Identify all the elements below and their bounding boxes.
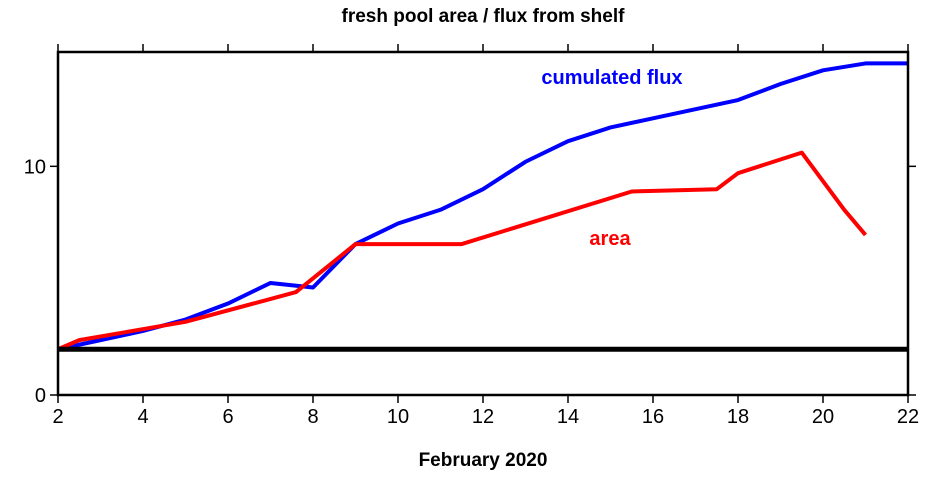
x-tick-label: 12: [472, 406, 494, 428]
x-tick-label: 2: [52, 406, 63, 428]
y-tick-label: 10: [24, 156, 46, 178]
x-tick-label: 16: [642, 406, 664, 428]
x-tick-label: 20: [812, 406, 834, 428]
series-label: area: [589, 228, 631, 250]
data-line: [57, 150, 868, 352]
x-tick-label: 10: [387, 406, 409, 428]
data-line: [57, 61, 908, 352]
series-label: cumulated flux: [541, 67, 682, 89]
y-tick-label: 0: [35, 385, 46, 407]
chart-title: fresh pool area / flux from shelf: [342, 6, 626, 27]
x-tick-label: 22: [897, 406, 919, 428]
x-tick-label: 4: [137, 406, 148, 428]
x-tick-label: 14: [557, 406, 579, 428]
x-tick-label: 8: [307, 406, 318, 428]
x-tick-label: 6: [222, 406, 233, 428]
x-axis-label: February 2020: [419, 450, 548, 471]
plot-frame: [56, 50, 910, 397]
x-tick-label: 18: [727, 406, 749, 428]
